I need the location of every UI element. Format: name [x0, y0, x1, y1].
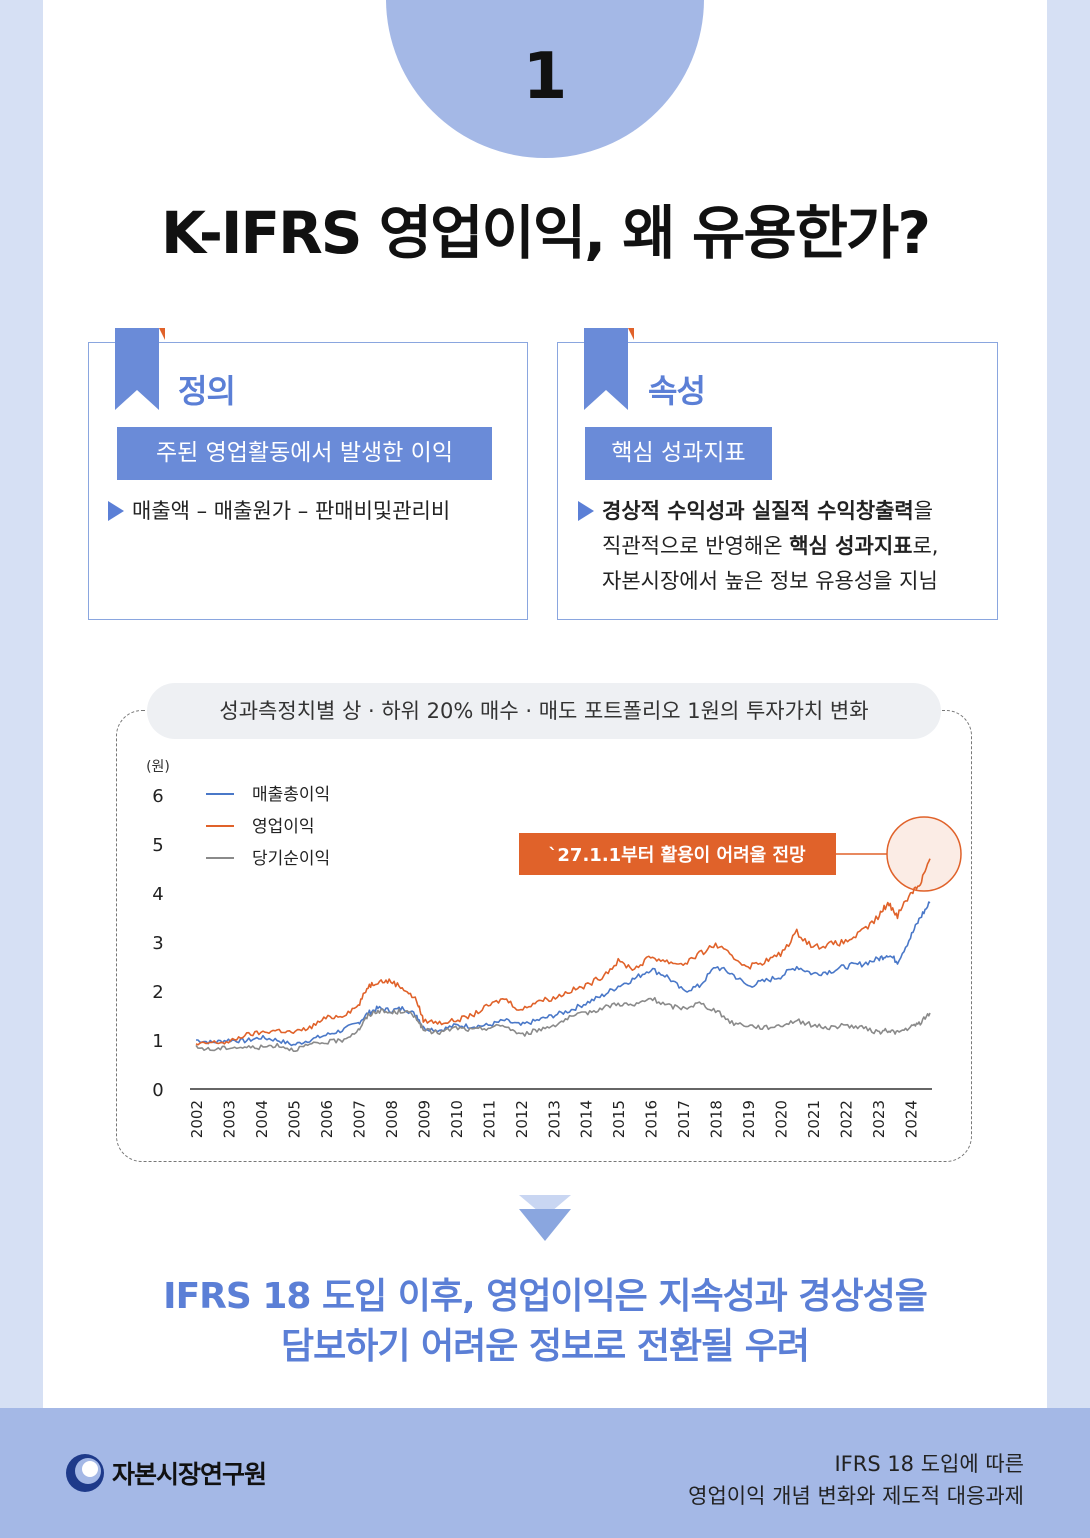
definition-card — [88, 342, 528, 620]
document-title-line-2: 영업이익 개념 변화와 제도적 대응과제 — [688, 1484, 1024, 1508]
bookmark-ribbon-icon — [584, 328, 634, 410]
double-chevron-down-icon — [519, 1195, 571, 1241]
x-tick-label: 2022 — [838, 1100, 856, 1138]
page-title: K-IFRS 영업이익, 왜 유용한가? — [160, 199, 931, 267]
y-tick-label: 3 — [152, 933, 163, 954]
x-tick-label: 2019 — [740, 1100, 758, 1138]
x-tick-label: 2021 — [805, 1100, 823, 1138]
y-tick-label: 2 — [152, 982, 163, 1003]
y-tick-label: 4 — [152, 884, 163, 905]
x-tick-label: 2023 — [870, 1100, 888, 1138]
x-tick-label: 2018 — [708, 1100, 726, 1138]
definition-title: 정의 — [178, 372, 236, 410]
x-tick-label: 2009 — [415, 1100, 433, 1138]
definition-tag: 주된 영업활동에서 발생한 이익 — [117, 427, 492, 480]
attribute-title: 속성 — [648, 372, 706, 410]
org-name: 자본시장연구원 — [112, 1460, 267, 1489]
series-line-operating-profit — [195, 858, 931, 1046]
x-tick-label: 2004 — [253, 1100, 271, 1138]
attribute-bold-2: 핵심 성과지표 — [789, 534, 913, 558]
y-axis-unit-label: (원) — [146, 759, 170, 775]
x-tick-label: 2005 — [285, 1100, 303, 1138]
legend-label: 당기순이익 — [252, 849, 330, 869]
document-title: IFRS 18 도입에 따른 영업이익 개념 변화와 제도적 대응과제 — [688, 1448, 1024, 1512]
document-title-line-1: IFRS 18 도입에 따른 — [834, 1452, 1024, 1476]
x-tick-label: 2011 — [480, 1100, 498, 1138]
section-number: 1 — [522, 40, 568, 114]
x-tick-label: 2024 — [903, 1100, 921, 1138]
triangle-bullet-icon — [108, 501, 124, 521]
y-tick-label: 5 — [152, 835, 163, 856]
footer-bar — [0, 1408, 1090, 1538]
x-tick-label: 2017 — [675, 1100, 693, 1138]
x-tick-label: 2008 — [383, 1100, 401, 1138]
attribute-card — [557, 342, 998, 620]
attribute-tag: 핵심 성과지표 — [585, 427, 772, 480]
y-tick-label: 0 — [152, 1080, 163, 1101]
definition-bullet: 매출액 – 매출원가 – 판매비및관리비 — [108, 494, 450, 529]
attribute-text-3: 로, — [912, 534, 939, 558]
attribute-bold-1: 경상적 수익성과 실질적 수익창출력 — [602, 499, 914, 523]
x-tick-label: 2013 — [545, 1100, 563, 1138]
attribute-text-2: 직관적으로 반영해온 — [602, 534, 790, 558]
x-tick-label: 2006 — [318, 1100, 336, 1138]
x-tick-label: 2014 — [578, 1100, 596, 1138]
x-tick-label: 2003 — [220, 1100, 238, 1138]
annotation-highlight-circle — [886, 816, 962, 892]
series-line-gross-profit — [196, 901, 931, 1047]
annotation-box — [519, 833, 836, 875]
conclusion-line-1: IFRS 18 도입 이후, 영업이익은 지속성과 경상성을 — [163, 1276, 928, 1317]
annotation-label: `27.1.1부터 활용이 어려울 전망 — [548, 845, 806, 866]
x-tick-label: 2002 — [188, 1100, 206, 1138]
x-tick-label: 2020 — [773, 1100, 791, 1138]
triangle-bullet-icon — [578, 501, 594, 521]
y-tick-label: 1 — [152, 1031, 163, 1052]
x-tick-label: 2016 — [643, 1100, 661, 1138]
definition-bullet-text: 매출액 – 매출원가 – 판매비및관리비 — [132, 499, 451, 523]
kcmi-logo-icon — [66, 1454, 104, 1492]
x-tick-label: 2015 — [610, 1100, 628, 1138]
attribute-text-1: 을 — [913, 499, 934, 523]
x-tick-label: 2010 — [448, 1100, 466, 1138]
x-tick-label: 2012 — [513, 1100, 531, 1138]
y-tick-label: 6 — [152, 786, 163, 807]
series-line-net-income — [195, 996, 931, 1052]
bookmark-ribbon-icon — [115, 328, 165, 410]
x-tick-label: 2007 — [350, 1100, 368, 1138]
conclusion-text: IFRS 18 도입 이후, 영업이익은 지속성과 경상성을 담보하기 어려운 … — [0, 1272, 1090, 1372]
legend-label: 매출총이익 — [252, 785, 330, 805]
chart-title: 성과측정치별 상 · 하위 20% 매수 · 매도 포트폴리오 1원의 투자가치… — [147, 683, 941, 739]
attribute-text-4: 자본시장에서 높은 정보 유용성을 지님 — [602, 569, 938, 593]
legend-label: 영업이익 — [252, 817, 315, 837]
conclusion-line-2: 담보하기 어려운 정보로 전환될 우려 — [281, 1326, 810, 1367]
